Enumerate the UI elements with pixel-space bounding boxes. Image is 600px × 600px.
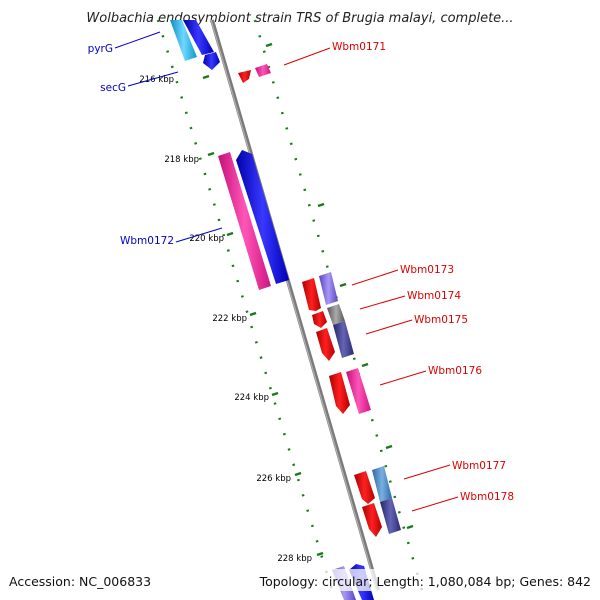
gene-labels: pyrG secG Wbm0171 Wbm0172 Wbm0173 Wbm017… bbox=[88, 41, 514, 503]
leader-Wbm0175 bbox=[365, 319, 413, 335]
tick-label-220: 220 kbp bbox=[189, 234, 224, 244]
tick-mark bbox=[339, 282, 347, 288]
map-title: Wolbachia endosymbiont strain TRS of Bru… bbox=[86, 11, 513, 26]
label-leaders bbox=[114, 31, 459, 512]
tick-mark bbox=[207, 151, 215, 157]
tick-label-226: 226 kbp bbox=[256, 474, 291, 484]
footer-backdrop bbox=[0, 569, 600, 591]
leader-Wbm0173 bbox=[351, 269, 399, 286]
accession-text: Accession: NC_006833 bbox=[9, 574, 151, 589]
gene-Wbm0174-grey[interactable] bbox=[327, 304, 345, 325]
tick-mark bbox=[226, 231, 234, 237]
gene-label-pyrG: pyrG bbox=[88, 43, 113, 55]
tick-mark bbox=[202, 74, 210, 80]
tick-label-224: 224 kbp bbox=[234, 393, 269, 403]
leader-Wbm0171 bbox=[283, 47, 331, 66]
tick-mark bbox=[406, 524, 414, 530]
gene-Wbm0176-red[interactable] bbox=[329, 372, 350, 414]
tick-label-228: 228 kbp bbox=[277, 554, 312, 564]
gene-Wbm0177[interactable] bbox=[372, 466, 392, 502]
tick-mark bbox=[271, 391, 279, 397]
gene-label-Wbm0175: Wbm0175 bbox=[414, 314, 468, 326]
gene-Wbm0175[interactable] bbox=[316, 328, 335, 361]
tick-mark bbox=[294, 471, 302, 477]
gene-label-Wbm0173: Wbm0173 bbox=[400, 264, 454, 276]
gene-label-Wbm0176: Wbm0176 bbox=[428, 365, 482, 377]
gene-Wbm0174[interactable] bbox=[312, 311, 327, 328]
gene-label-Wbm0177: Wbm0177 bbox=[452, 460, 506, 472]
tick-label-218: 218 kbp bbox=[164, 155, 199, 165]
gene-label-Wbm0174: Wbm0174 bbox=[407, 290, 461, 302]
gene-label-secG: secG bbox=[100, 82, 126, 94]
gene-Wbm0175-slate[interactable] bbox=[333, 321, 354, 358]
leader-Wbm0177 bbox=[403, 464, 451, 480]
tick-mark bbox=[265, 42, 273, 48]
gene-Wbm0173[interactable] bbox=[302, 278, 321, 311]
gene-secG-upper[interactable] bbox=[183, 20, 214, 55]
tick-mark bbox=[249, 311, 257, 317]
summary-text: Topology: circular; Length: 1,080,084 bp… bbox=[259, 574, 591, 589]
tick-mark bbox=[361, 362, 369, 368]
tick-marks bbox=[202, 42, 414, 557]
gene-Wbm0173-lav[interactable] bbox=[319, 272, 338, 305]
tick-mark bbox=[317, 202, 325, 208]
gene-Wbm0172[interactable] bbox=[236, 150, 289, 284]
gene-Wbm0172-pink[interactable] bbox=[218, 152, 271, 290]
gene-Wbm0178[interactable] bbox=[380, 498, 401, 534]
gene-label-Wbm0172: Wbm0172 bbox=[120, 235, 174, 247]
tick-mark bbox=[316, 551, 324, 557]
gene-Wbm0178-red[interactable] bbox=[362, 503, 382, 537]
gene-Wbm0176[interactable] bbox=[346, 368, 371, 414]
gene-label-Wbm0171: Wbm0171 bbox=[332, 41, 386, 53]
gene-Wbm0171[interactable] bbox=[255, 64, 271, 77]
leader-pyrG bbox=[114, 31, 161, 49]
leader-Wbm0178 bbox=[411, 496, 459, 512]
tick-label-216: 216 kbp bbox=[139, 75, 174, 85]
genome-backbone-highlight bbox=[210, 19, 378, 591]
gene-label-Wbm0178: Wbm0178 bbox=[460, 491, 514, 503]
leader-Wbm0176 bbox=[379, 370, 427, 386]
genome-backbone bbox=[210, 19, 380, 591]
guide-line-left bbox=[156, 19, 337, 600]
leader-Wbm0174 bbox=[359, 295, 406, 310]
tick-mark bbox=[385, 444, 393, 450]
leader-Wbm0172 bbox=[175, 227, 223, 243]
gene-Wbm0177-red[interactable] bbox=[354, 471, 375, 504]
gene-pyrG[interactable] bbox=[170, 20, 197, 61]
gene-secG[interactable] bbox=[203, 52, 220, 70]
gene-Wbm0171-a[interactable] bbox=[238, 70, 251, 83]
leader-secG bbox=[127, 71, 179, 87]
tick-label-222: 222 kbp bbox=[212, 314, 247, 324]
